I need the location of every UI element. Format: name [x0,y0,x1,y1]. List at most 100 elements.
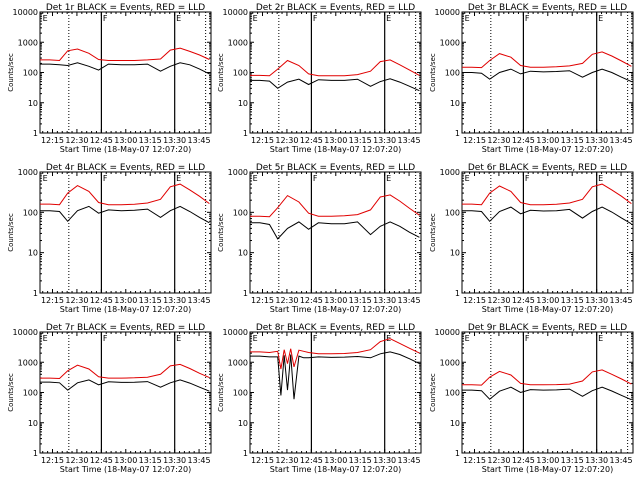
x-tick-label: 13:15 [561,456,584,465]
series-black-line [250,221,420,240]
series-red-line [250,338,420,370]
plot-frame [461,171,634,294]
x-tick-label: 13:45 [398,296,421,305]
marker-label: E [598,174,603,183]
x-tick-label: 13:00 [536,456,559,465]
x-tick-label: 12:15 [41,136,64,145]
x-tick-label: 12:30 [65,296,88,305]
series-red-line [40,183,210,206]
y-tick-label: 100 [23,208,38,217]
y-tick-label: 10000 [13,8,38,17]
x-tick-label: 13:15 [139,136,162,145]
x-tick-label: 12:30 [487,296,510,305]
x-tick-label: 12:45 [512,456,535,465]
y-axis-label: Counts/sec [429,373,437,412]
x-tick-label: 12:30 [487,456,510,465]
y-tick-label: 1000 [18,358,38,367]
panel-2: Det 2r BLACK = Events, RED = LLD 1 10 100 10… [217,3,422,154]
marker-label: F [103,334,108,343]
x-tick-label: 12:15 [251,136,274,145]
y-axis-label: Counts/sec [429,53,437,92]
x-axis-label: Start Time (18-May-07 12:07:20) [270,145,401,154]
x-tick-label: 13:00 [114,136,137,145]
chart-title: Det 3r BLACK = Events, RED = LLD [468,3,627,13]
y-tick-label: 10 [238,99,248,108]
chart-title: Det 5r BLACK = Events, RED = LLD [256,163,415,173]
marker-label: F [525,14,530,23]
series-black-line [40,205,210,224]
series-red-line [40,47,210,62]
y-tick-label: 1 [455,289,460,298]
y-tick-label: 1000 [18,38,38,47]
x-axis-label: Start Time (18-May-07 12:07:20) [60,145,191,154]
y-tick-label: 100 [233,389,248,398]
series-red-line [462,183,632,206]
x-tick-label: 13:45 [398,136,421,145]
x-tick-label: 13:00 [324,456,347,465]
y-tick-label: 10 [238,419,248,428]
panel-1: Det 1r BLACK = Events, RED = LLD 1 10 100 10… [7,3,212,154]
x-tick-label: 13:30 [163,136,186,145]
x-tick-label: 12:45 [90,296,113,305]
marker-label: E [465,334,470,343]
x-tick-label: 13:15 [139,296,162,305]
panel-9: Det 9r BLACK = Events, RED = LLD 1 10 100 10… [429,323,634,474]
chart-title: Det 9r BLACK = Events, RED = LLD [468,323,627,333]
marker-label: E [43,334,48,343]
x-tick-label: 12:15 [463,136,486,145]
x-tick-label: 13:15 [561,296,584,305]
y-tick-label: 1000 [228,168,248,177]
marker-label: E [386,334,391,343]
y-tick-label: 10 [238,249,248,258]
series-black-line [462,206,632,225]
x-tick-label: 13:15 [561,136,584,145]
y-tick-label: 1000 [440,38,460,47]
marker-label: E [386,14,391,23]
x-tick-label: 12:45 [512,136,535,145]
x-tick-label: 13:15 [349,136,372,145]
plot-frame [461,11,634,134]
chart-title: Det 8r BLACK = Events, RED = LLD [256,323,415,333]
x-axis-label: Start Time (18-May-07 12:07:20) [482,465,613,474]
x-axis-label: Start Time (18-May-07 12:07:20) [482,305,613,314]
marker-label: F [525,174,530,183]
x-tick-label: 13:30 [585,136,608,145]
y-tick-label: 1 [33,129,38,138]
x-tick-label: 13:15 [349,456,372,465]
y-tick-label: 1000 [440,168,460,177]
y-tick-label: 100 [23,69,38,78]
y-tick-label: 10000 [223,328,248,337]
series-red-line [250,194,420,218]
x-axis-label: Start Time (18-May-07 12:07:20) [482,145,613,154]
marker-label: E [465,14,470,23]
marker-label: E [176,14,181,23]
y-tick-label: 1 [33,449,38,458]
marker-label: F [313,174,318,183]
marker-label: E [43,174,48,183]
x-axis-label: Start Time (18-May-07 12:07:20) [60,305,191,314]
x-tick-label: 13:30 [373,296,396,305]
plot-frame [249,331,422,454]
plot-frame [249,171,422,294]
y-tick-label: 1 [455,449,460,458]
marker-label: E [43,14,48,23]
y-axis-label: Counts/sec [217,213,225,252]
y-tick-label: 1 [33,289,38,298]
x-tick-label: 13:30 [585,456,608,465]
x-tick-label: 13:45 [188,296,211,305]
y-tick-label: 10 [450,99,460,108]
x-tick-label: 13:45 [188,136,211,145]
y-axis-label: Counts/sec [7,53,15,92]
x-axis-label: Start Time (18-May-07 12:07:20) [60,465,191,474]
y-tick-label: 100 [233,208,248,217]
y-tick-label: 10000 [435,8,460,17]
x-tick-label: 13:00 [536,136,559,145]
plot-frame [39,11,212,134]
y-tick-label: 1 [455,129,460,138]
panel-7: Det 7r BLACK = Events, RED = LLD 1 10 100 10… [7,323,212,474]
marker-label: E [176,334,181,343]
y-tick-label: 10 [450,419,460,428]
x-tick-label: 12:45 [90,136,113,145]
